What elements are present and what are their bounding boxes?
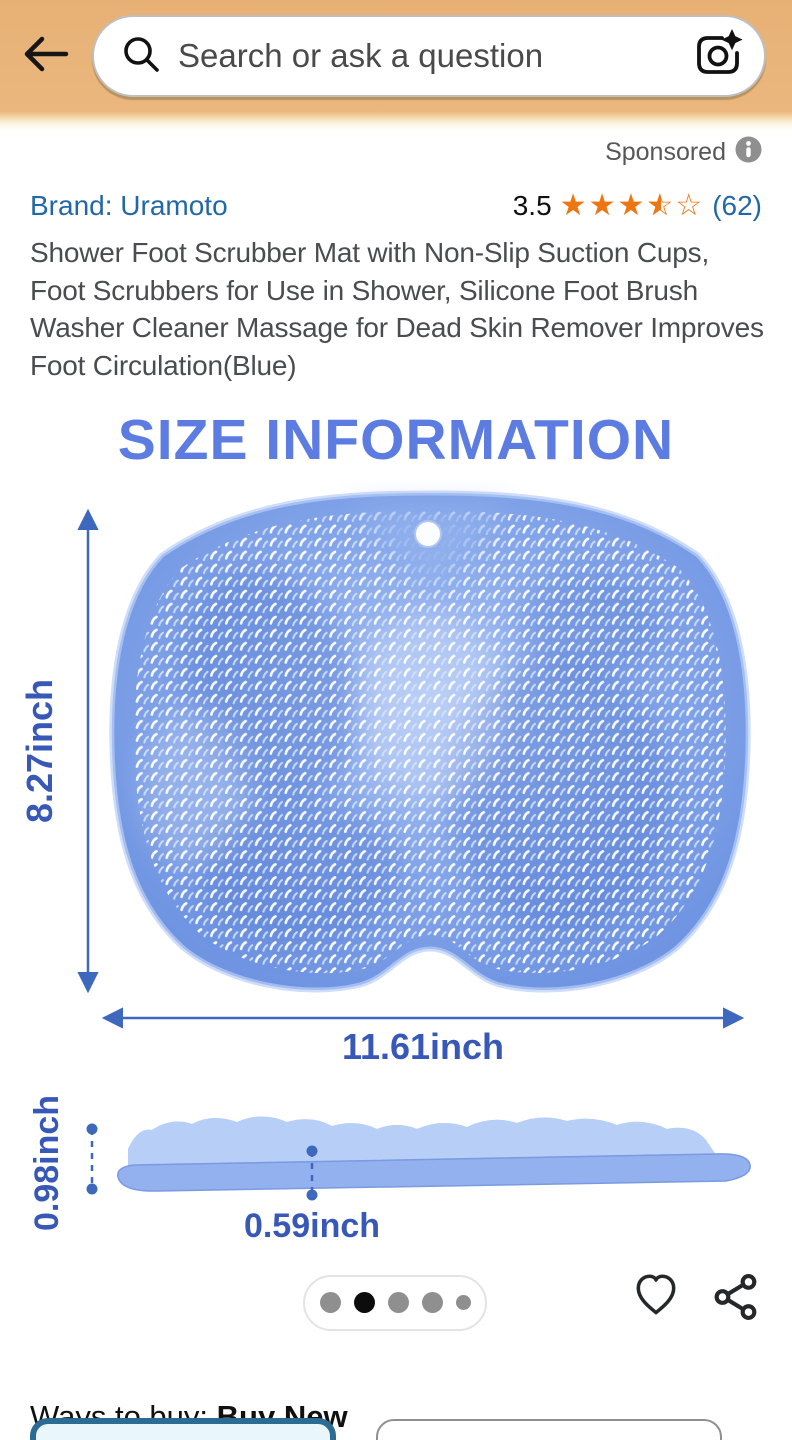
mat-side-view-illustration xyxy=(117,1116,751,1192)
search-bar[interactable] xyxy=(92,15,766,97)
back-button[interactable] xyxy=(0,32,92,81)
app-header xyxy=(0,0,792,112)
product-image[interactable]: 8.27inch 11.61inch 0.98inch 0.59inch xyxy=(0,477,792,1263)
dim-bristle-label: 0.59inch xyxy=(244,1207,380,1245)
carousel-dot-3[interactable] xyxy=(387,1292,409,1314)
dim-height-label: 8.27inch xyxy=(19,679,60,823)
size-information-heading: SIZE INFORMATION xyxy=(117,407,675,472)
star-half-icon: ☆★ xyxy=(646,188,676,223)
star-full-icon: ★ xyxy=(588,188,618,223)
sponsored-row: Sponsored xyxy=(30,136,762,168)
star-rating-icons: ★★★☆★☆ xyxy=(560,191,705,221)
height-dimension: 8.27inch xyxy=(19,508,99,993)
star-empty-icon: ☆ xyxy=(675,188,705,223)
search-input[interactable] xyxy=(178,37,692,75)
search-icon xyxy=(120,33,162,80)
dim-width-label: 11.61inch xyxy=(342,1026,504,1067)
hanging-hole xyxy=(414,519,442,548)
rating-value: 3.5 xyxy=(512,190,552,221)
carousel-row xyxy=(0,1263,792,1359)
camera-lens-icon[interactable] xyxy=(692,28,744,84)
width-dimension: 11.61inch xyxy=(101,1007,745,1067)
carousel-dot-2-active[interactable] xyxy=(353,1292,375,1314)
share-icon[interactable] xyxy=(710,1271,762,1328)
back-arrow-icon xyxy=(20,32,72,81)
info-icon[interactable] xyxy=(735,136,762,168)
buy-option-secondary-button[interactable] xyxy=(376,1419,722,1440)
carousel-dot-4[interactable] xyxy=(421,1292,443,1314)
thickness-dimension: 0.98inch xyxy=(28,1095,98,1231)
rating-count: (62) xyxy=(712,190,762,221)
bristle-height-dimension: 0.59inch xyxy=(244,1145,380,1245)
mat-top-view-illustration xyxy=(112,493,748,990)
rating-link[interactable]: 3.5 ★★★☆★☆ (62) xyxy=(513,190,762,222)
star-full-icon: ★ xyxy=(559,188,589,223)
carousel-dot-1[interactable] xyxy=(319,1292,341,1314)
carousel-indicator xyxy=(303,1274,487,1331)
brand-link[interactable]: Brand: Uramoto xyxy=(30,190,228,221)
buy-option-selected-button[interactable] xyxy=(30,1418,336,1440)
star-full-icon: ★ xyxy=(617,188,647,223)
dim-thickness-label: 0.98inch xyxy=(28,1095,66,1231)
header-fade xyxy=(0,112,792,130)
sponsored-label: Sponsored xyxy=(605,137,726,166)
product-title: Shower Foot Scrubber Mat with Non-Slip S… xyxy=(30,237,764,381)
carousel-dot-5[interactable] xyxy=(455,1295,471,1311)
wishlist-heart-icon[interactable] xyxy=(630,1269,682,1326)
